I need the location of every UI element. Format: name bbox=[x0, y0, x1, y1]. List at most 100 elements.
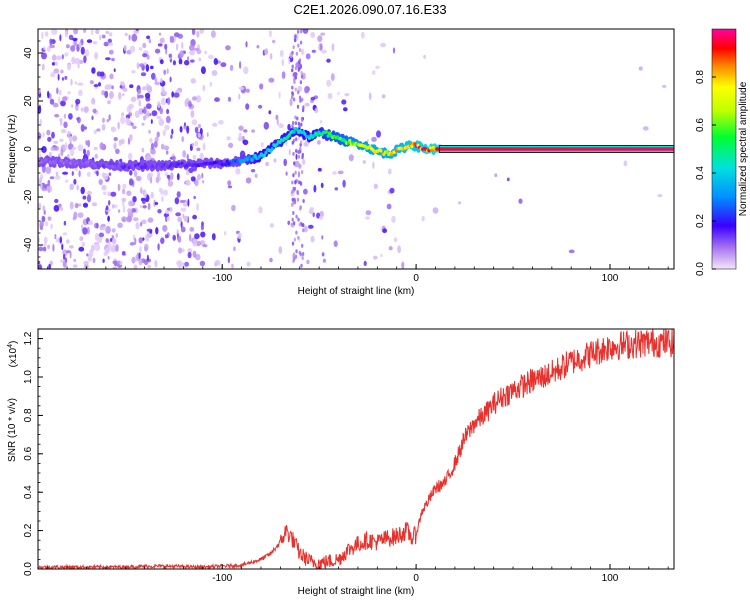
spectrogram-cell bbox=[294, 34, 297, 39]
spectrogram-cell bbox=[181, 41, 184, 50]
spectrogram-cell bbox=[297, 29, 300, 34]
spectrogram-cell bbox=[197, 132, 201, 138]
spectrogram-cell bbox=[166, 174, 170, 179]
spectrogram-cell bbox=[178, 247, 183, 254]
spectrogram-cell bbox=[78, 89, 83, 97]
spectrogram-cell bbox=[321, 235, 324, 240]
spectrogram-cell bbox=[269, 53, 273, 60]
spectrogram-cell bbox=[159, 37, 165, 44]
spectrogram-cell bbox=[63, 220, 67, 226]
spectrogram-cell bbox=[263, 121, 269, 130]
spectrogram-cell bbox=[302, 223, 305, 228]
spectrogram-cell bbox=[187, 251, 192, 259]
spectrogram-cell bbox=[494, 173, 498, 177]
spectrogram-cell bbox=[200, 231, 206, 238]
spectrogram-cell bbox=[151, 110, 158, 117]
spectrogram-cell bbox=[126, 190, 132, 196]
spectrogram-cell bbox=[291, 241, 295, 246]
spectrogram-cell bbox=[122, 205, 126, 213]
y-tick-label: -20 bbox=[23, 189, 34, 204]
spectrogram-cell bbox=[86, 226, 90, 235]
spectrogram-cell bbox=[86, 171, 91, 177]
spectrogram-cell bbox=[134, 110, 140, 119]
spectrogram-cell bbox=[199, 127, 203, 135]
spectrogram-cell bbox=[371, 70, 376, 75]
spectrogram-cell bbox=[302, 29, 309, 34]
spectrogram-cell bbox=[238, 125, 244, 131]
spectrogram-cell bbox=[187, 56, 190, 61]
spectrogram-cell bbox=[68, 136, 73, 143]
spectrogram-cell bbox=[279, 50, 284, 58]
spectrogram-cell bbox=[226, 136, 231, 141]
spectrogram-cell bbox=[250, 169, 256, 173]
spectrogram-cell bbox=[293, 256, 296, 261]
snr-series-line bbox=[38, 329, 674, 569]
spectrogram-cell bbox=[160, 189, 164, 195]
spectrogram-cell bbox=[237, 136, 244, 142]
ridge-point bbox=[292, 130, 296, 134]
spectrogram-cell bbox=[147, 217, 154, 223]
spectrogram-cell bbox=[60, 206, 64, 211]
spectrogram-cell bbox=[361, 31, 365, 39]
x-tick-label: 0 bbox=[413, 573, 419, 584]
spectrogram-cell bbox=[80, 46, 85, 55]
spectrogram-cell bbox=[278, 246, 283, 254]
spectrogram-cell bbox=[111, 57, 115, 62]
spectrogram-cell bbox=[214, 97, 220, 102]
spectrogram-cell bbox=[224, 231, 227, 236]
spectrogram-cell bbox=[62, 260, 67, 268]
spectrogram-cell bbox=[388, 246, 393, 251]
spectrogram-cell bbox=[145, 103, 152, 110]
spectrogram-cell bbox=[196, 30, 200, 38]
spectrogram-cell bbox=[193, 195, 196, 200]
spectrogram-cell bbox=[287, 220, 291, 225]
spectrogram-cell bbox=[295, 148, 298, 153]
spectrogram-cell bbox=[107, 100, 111, 105]
spectrogram-cell bbox=[120, 138, 125, 145]
spectrogram-cell bbox=[293, 161, 296, 166]
spectrogram-cell bbox=[111, 235, 115, 239]
spectrogram-cell bbox=[107, 38, 112, 44]
spectrogram-cell bbox=[60, 129, 67, 134]
spectrogram-cell bbox=[322, 258, 326, 263]
spectrogram-cell bbox=[77, 144, 84, 152]
spectrogram-cell bbox=[237, 232, 242, 240]
spectrogram-cell bbox=[88, 220, 94, 225]
spectrogram-cell bbox=[156, 115, 162, 120]
spectrogram-cell bbox=[292, 120, 295, 125]
spectrogram-cell bbox=[142, 42, 147, 49]
spectrogram-cell bbox=[58, 89, 62, 96]
spectrogram-cell bbox=[375, 65, 380, 69]
spectrogram-cell bbox=[80, 107, 84, 112]
spectrogram-cell bbox=[300, 29, 303, 34]
spectrogram-cell bbox=[392, 47, 396, 54]
spectrogram-cell bbox=[117, 183, 121, 192]
spectrogram-cell bbox=[134, 237, 137, 245]
ridge-point bbox=[328, 131, 332, 135]
spectrogram-cell bbox=[178, 58, 183, 65]
spectrogram-cell bbox=[373, 183, 378, 190]
x-tick-label: 0 bbox=[413, 273, 419, 284]
spectrogram-cell bbox=[313, 184, 317, 193]
spectrogram-cell bbox=[518, 198, 523, 204]
spectrogram-cell bbox=[113, 260, 118, 267]
spectrogram-cell bbox=[278, 123, 284, 129]
spectrogram-cell bbox=[166, 108, 170, 115]
spectrogram-cell bbox=[76, 184, 79, 191]
spectrogram-cell bbox=[138, 46, 143, 51]
spectrogram-cell bbox=[137, 89, 142, 95]
spectrogram-cell bbox=[206, 132, 209, 137]
ridge-point bbox=[670, 147, 674, 151]
spectrogram-cell bbox=[142, 199, 146, 204]
ridge-point bbox=[155, 163, 159, 167]
spectrogram-cell bbox=[110, 244, 116, 253]
spectrogram-cell bbox=[285, 171, 288, 176]
spectrogram-cell bbox=[298, 48, 302, 52]
spectrogram-cell bbox=[136, 62, 140, 70]
spectrogram-cell bbox=[46, 46, 51, 52]
spectrogram-cell bbox=[290, 222, 294, 227]
spectrogram-cell bbox=[150, 119, 153, 124]
spectrogram-cell bbox=[170, 134, 173, 139]
ridge-point bbox=[307, 136, 312, 140]
spectrogram-cell bbox=[327, 93, 333, 100]
